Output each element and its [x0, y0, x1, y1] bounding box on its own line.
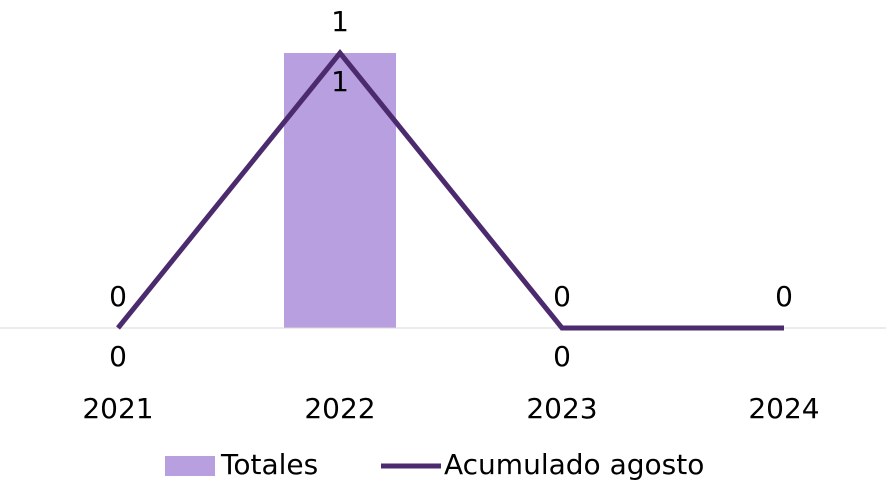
line-value-label: 0 [553, 280, 571, 313]
line-value-label: 0 [109, 280, 127, 313]
x-tick-label: 2022 [304, 392, 375, 425]
bar-value-label: 0 [553, 340, 571, 373]
bar-value-label: 1 [331, 65, 349, 98]
legend-swatch [165, 456, 215, 476]
legend-label: Totales [220, 448, 318, 481]
line-series [116, 49, 784, 331]
legend-label: Acumulado agosto [444, 448, 704, 481]
bar-value-label: 0 [109, 340, 127, 373]
x-tick-label: 2021 [82, 392, 153, 425]
x-tick-label: 2024 [748, 392, 819, 425]
x-tick-label: 2023 [526, 392, 597, 425]
line-value-label: 1 [331, 5, 349, 38]
line-value-label: 0 [775, 280, 793, 313]
